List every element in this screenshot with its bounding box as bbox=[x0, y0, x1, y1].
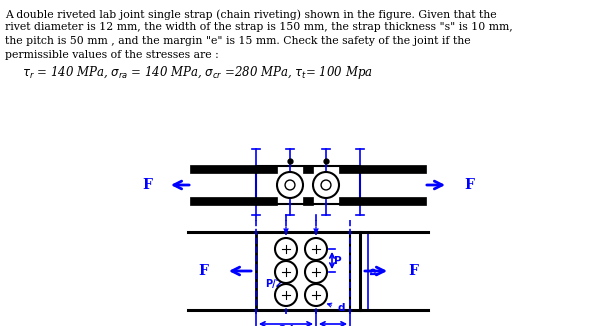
Text: F: F bbox=[142, 178, 152, 192]
Circle shape bbox=[305, 238, 327, 260]
Bar bbox=[190, 197, 256, 205]
Bar bbox=[339, 165, 360, 173]
Text: rivet diameter is 12 mm, the width of the strap is 150 mm, the strap thickness ": rivet diameter is 12 mm, the width of th… bbox=[5, 22, 513, 33]
Text: $\tau_r$ = 140 MPa, $\sigma_{ra}$ = 140 MPa, $\sigma_{cr}$ =280 MPa, $\tau_t$= 1: $\tau_r$ = 140 MPa, $\sigma_{ra}$ = 140 … bbox=[22, 64, 373, 81]
Bar bbox=[303, 197, 313, 205]
Bar bbox=[360, 165, 426, 173]
Bar bbox=[339, 197, 360, 205]
Text: the pitch is 50 mm , and the margin "e" is 15 mm. Check the safety of the joint : the pitch is 50 mm , and the margin "e" … bbox=[5, 36, 471, 46]
Circle shape bbox=[285, 180, 295, 190]
Circle shape bbox=[305, 261, 327, 283]
Circle shape bbox=[277, 172, 303, 198]
Bar bbox=[190, 165, 256, 173]
Bar bbox=[303, 165, 313, 173]
Text: p: p bbox=[368, 267, 378, 275]
Text: A double riveted lab joint single strap (chain riveting) shown in the figure. Gi: A double riveted lab joint single strap … bbox=[5, 9, 496, 20]
Bar bbox=[256, 197, 277, 205]
Text: P/2: P/2 bbox=[265, 278, 282, 289]
Circle shape bbox=[275, 284, 297, 306]
Text: F: F bbox=[408, 264, 418, 278]
Circle shape bbox=[313, 172, 339, 198]
Text: d: d bbox=[328, 303, 344, 313]
Circle shape bbox=[305, 284, 327, 306]
Text: e: e bbox=[329, 325, 337, 326]
Text: P: P bbox=[334, 256, 342, 265]
Text: permissible values of the stresses are :: permissible values of the stresses are : bbox=[5, 50, 219, 60]
Bar bbox=[360, 197, 426, 205]
Bar bbox=[256, 165, 277, 173]
Text: F: F bbox=[464, 178, 474, 192]
Circle shape bbox=[321, 180, 331, 190]
Circle shape bbox=[275, 238, 297, 260]
Bar bbox=[256, 166, 360, 204]
Text: F: F bbox=[198, 264, 208, 278]
Circle shape bbox=[275, 261, 297, 283]
Text: 2d: 2d bbox=[278, 325, 294, 326]
